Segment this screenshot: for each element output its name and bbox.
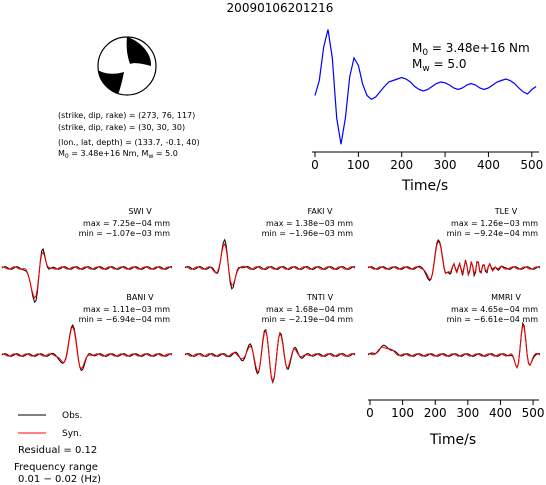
stf-tick-label-300: 300 [434, 158, 457, 172]
station-name-1: FAKI V [308, 207, 333, 216]
station-name-2: TLE V [494, 207, 518, 216]
waveform-syn-1 [185, 243, 356, 286]
beach-ball-compressional-quadrant [126, 37, 152, 66]
frequency-title: Frequency range [14, 462, 98, 473]
stf-tick-label-200: 200 [390, 158, 413, 172]
waveform-syn-4 [185, 329, 356, 383]
waveform-syn-3 [2, 325, 173, 370]
station-max-5: max = 4.65e−04 mm [451, 305, 538, 314]
legend: Obs. Syn. Residual = 0.12 Frequency rang… [14, 411, 101, 485]
stf-m0: M0 = 3.48e+16 Nm [412, 41, 530, 58]
location: (lon., lat, depth) = (133.7, -0.1, 40) [58, 138, 200, 147]
waveform-obs-2 [367, 239, 541, 282]
waveform-tick-label-200: 200 [424, 406, 447, 420]
station-max-4: max = 1.68e−04 mm [266, 305, 353, 314]
waveform-obs-1 [184, 238, 356, 290]
station-min-4: min = −2.19e−04 mm [262, 315, 354, 324]
station-min-5: min = −6.61e−04 mm [447, 315, 539, 324]
mechanism-2: (strike, dip, rake) = (30, 30, 30) [58, 123, 185, 132]
beach-ball [97, 36, 157, 96]
waveform-x-ticks: 0 100 200 300 400 500 [366, 400, 545, 420]
station-min-1: min = −1.96e−03 mm [262, 229, 354, 238]
beach-ball-compressional-quadrant-lower [98, 70, 124, 94]
waveform-obs-4 [184, 328, 356, 385]
stf-xlabel: Time/s [401, 178, 448, 194]
stf-tick-label-0: 0 [311, 158, 319, 172]
station-min-3: min = −6.94e−04 mm [79, 315, 171, 324]
station-max-2: max = 1.26e−03 mm [451, 219, 538, 228]
waveform-obs-3 [1, 324, 173, 372]
station-max-1: max = 1.38e−03 mm [266, 219, 353, 228]
station-max-0: max = 7.25e−04 mm [83, 219, 170, 228]
waveform-tick-label-400: 400 [489, 406, 512, 420]
residual-label: Residual = 0.12 [18, 445, 97, 456]
station-min-0: min = −1.07e−03 mm [79, 229, 171, 238]
station-name-0: SWI V [128, 207, 152, 216]
legend-syn-label: Syn. [62, 429, 82, 439]
stf-tick-label-400: 400 [477, 158, 500, 172]
waveform-syn-5 [368, 323, 541, 369]
station-name-4: TNTI V [306, 293, 334, 302]
figure-title: 20090106201216 [227, 1, 334, 15]
waveform-tick-label-0: 0 [366, 406, 374, 420]
frequency-value: 0.01 − 0.02 (Hz) [18, 474, 101, 485]
stf-plot: 0 100 200 300 400 500 Time/s M0 = 3.48e+16 Nm… [311, 29, 543, 194]
waveform-xlabel: Time/s [429, 432, 476, 448]
station-name-5: MMRI V [491, 293, 521, 302]
moment-line: M0 = 3.48e+16 Nm, Mw = 5.0 [58, 149, 178, 160]
station-min-2: min = −9.24e−04 mm [447, 229, 539, 238]
stf-x-ticks: 0 100 200 300 400 500 [311, 152, 543, 172]
legend-obs-label: Obs. [62, 411, 82, 421]
station-max-3: max = 1.11e−03 mm [83, 305, 170, 314]
stf-line [314, 29, 537, 145]
waveform-syn-0 [2, 251, 173, 299]
waveform-syn-2 [368, 240, 541, 280]
waveform-tick-label-100: 100 [391, 406, 414, 420]
mechanism-1: (strike, dip, rake) = (273, 76, 117) [58, 111, 195, 120]
stf-tick-label-100: 100 [347, 158, 370, 172]
waveform-tick-label-500: 500 [522, 406, 545, 420]
stf-mw: Mw = 5.0 [412, 57, 467, 74]
waveform-time-axis: 0 100 200 300 400 500 Time/s [366, 399, 545, 448]
waveform-tick-label-300: 300 [456, 406, 479, 420]
stf-tick-label-500: 500 [520, 158, 543, 172]
station-name-3: BANI V [126, 293, 154, 302]
